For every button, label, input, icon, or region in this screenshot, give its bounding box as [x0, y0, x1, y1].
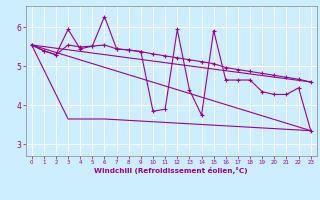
- X-axis label: Windchill (Refroidissement éolien,°C): Windchill (Refroidissement éolien,°C): [94, 167, 248, 174]
